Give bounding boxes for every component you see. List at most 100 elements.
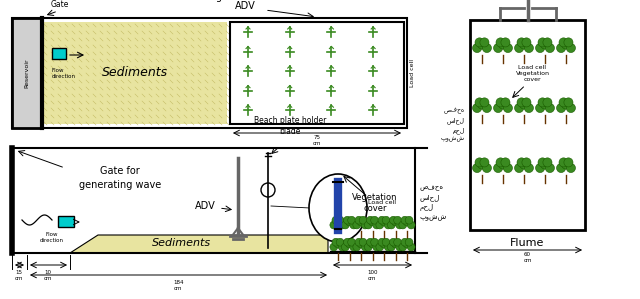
- Circle shape: [557, 164, 566, 173]
- Circle shape: [346, 218, 353, 226]
- Text: 60
cm: 60 cm: [524, 252, 532, 263]
- Circle shape: [348, 238, 355, 246]
- Text: Load cell
Vegetation
cover: Load cell Vegetation cover: [515, 65, 550, 83]
- Text: Gate: Gate: [51, 0, 69, 9]
- Circle shape: [515, 164, 524, 173]
- Circle shape: [380, 240, 388, 248]
- Circle shape: [353, 221, 361, 229]
- Circle shape: [396, 221, 404, 229]
- Circle shape: [355, 216, 363, 224]
- Circle shape: [557, 43, 566, 53]
- Circle shape: [520, 40, 529, 49]
- Circle shape: [496, 98, 505, 107]
- Circle shape: [524, 43, 534, 53]
- Circle shape: [524, 164, 534, 173]
- Circle shape: [362, 221, 369, 229]
- Circle shape: [522, 158, 531, 167]
- Circle shape: [346, 240, 353, 248]
- Circle shape: [407, 221, 415, 229]
- Circle shape: [517, 98, 526, 107]
- Circle shape: [390, 216, 397, 224]
- Circle shape: [564, 38, 573, 47]
- Circle shape: [543, 158, 552, 167]
- Text: صفحه
ساحل
محل
پوشش: صفحه ساحل محل پوشش: [420, 185, 447, 221]
- Circle shape: [341, 243, 349, 251]
- Polygon shape: [70, 235, 328, 253]
- Circle shape: [477, 40, 486, 49]
- Text: 75
cm: 75 cm: [313, 135, 321, 146]
- Circle shape: [384, 243, 392, 251]
- Text: Sediments: Sediments: [101, 66, 168, 80]
- Ellipse shape: [309, 174, 367, 242]
- Circle shape: [378, 216, 386, 224]
- Circle shape: [357, 240, 365, 248]
- Text: Vegetation
cover: Vegetation cover: [352, 193, 397, 213]
- Circle shape: [330, 243, 338, 251]
- Circle shape: [396, 243, 404, 251]
- Circle shape: [376, 221, 384, 229]
- Circle shape: [499, 160, 508, 169]
- Circle shape: [540, 40, 550, 49]
- Circle shape: [367, 238, 374, 246]
- Circle shape: [336, 238, 344, 246]
- Circle shape: [493, 43, 502, 53]
- Text: 15
cm: 15 cm: [15, 270, 23, 281]
- Circle shape: [403, 240, 411, 248]
- Text: ADV: ADV: [235, 1, 255, 11]
- Circle shape: [369, 218, 376, 226]
- Circle shape: [540, 160, 550, 169]
- Circle shape: [483, 43, 492, 53]
- Circle shape: [364, 221, 372, 229]
- Circle shape: [394, 238, 401, 246]
- Circle shape: [545, 164, 554, 173]
- Circle shape: [538, 98, 547, 107]
- Circle shape: [503, 103, 513, 112]
- Circle shape: [480, 38, 489, 47]
- Circle shape: [332, 238, 340, 246]
- Circle shape: [372, 221, 381, 229]
- Circle shape: [392, 240, 399, 248]
- Circle shape: [357, 218, 365, 226]
- Circle shape: [559, 158, 568, 167]
- Circle shape: [499, 40, 508, 49]
- Bar: [52, 48, 66, 59]
- Text: Flow
direction: Flow direction: [40, 232, 64, 243]
- Text: Vegetation cover: Vegetation cover: [204, 0, 286, 2]
- Circle shape: [543, 98, 552, 107]
- Text: Gate for
generating wave: Gate for generating wave: [79, 167, 161, 190]
- Circle shape: [561, 100, 570, 109]
- Circle shape: [561, 40, 570, 49]
- Circle shape: [496, 38, 505, 47]
- Text: 184
cm: 184 cm: [173, 280, 184, 291]
- Circle shape: [566, 43, 575, 53]
- Circle shape: [536, 103, 545, 112]
- Bar: [12, 18, 407, 128]
- Circle shape: [350, 243, 358, 251]
- Circle shape: [369, 240, 376, 248]
- Text: Flume: Flume: [510, 238, 545, 248]
- Circle shape: [493, 164, 502, 173]
- Circle shape: [362, 243, 369, 251]
- Circle shape: [355, 238, 363, 246]
- Circle shape: [522, 38, 531, 47]
- Circle shape: [522, 98, 531, 107]
- Bar: [470, 20, 585, 230]
- Circle shape: [394, 216, 401, 224]
- Circle shape: [339, 243, 346, 251]
- Text: Sediments: Sediments: [152, 238, 212, 248]
- Circle shape: [536, 164, 545, 173]
- Circle shape: [348, 216, 355, 224]
- Circle shape: [353, 243, 361, 251]
- Circle shape: [382, 216, 390, 224]
- Circle shape: [540, 100, 550, 109]
- Circle shape: [334, 240, 342, 248]
- Circle shape: [472, 43, 482, 53]
- Circle shape: [538, 158, 547, 167]
- Circle shape: [382, 238, 390, 246]
- Circle shape: [517, 38, 526, 47]
- Circle shape: [384, 221, 392, 229]
- Circle shape: [371, 216, 378, 224]
- Circle shape: [566, 103, 575, 112]
- Circle shape: [330, 221, 338, 229]
- Circle shape: [359, 216, 367, 224]
